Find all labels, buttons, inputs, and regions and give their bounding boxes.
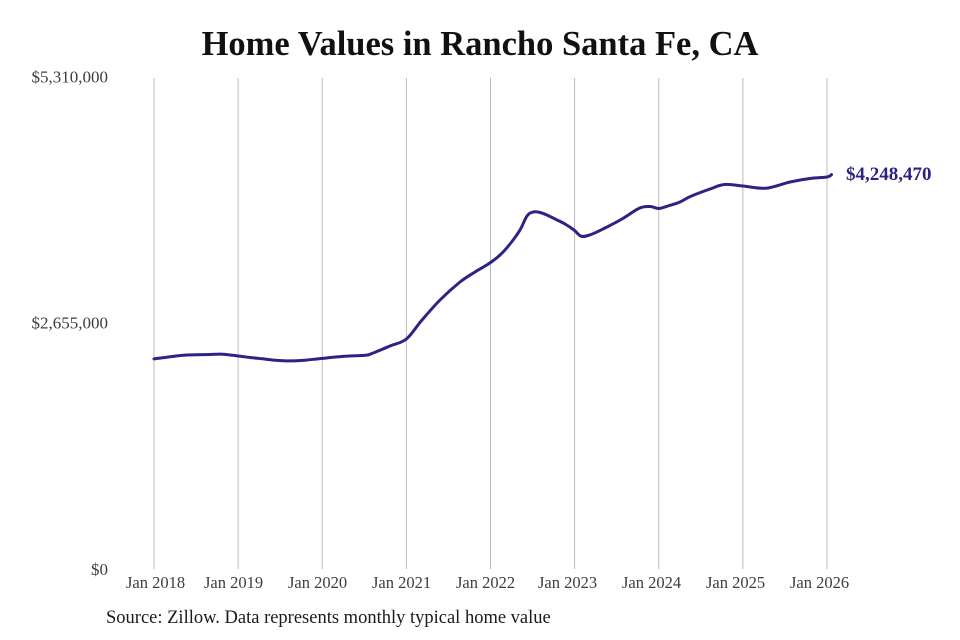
svg-text:Jan 2019: Jan 2019	[204, 573, 263, 592]
svg-text:$0: $0	[91, 560, 108, 579]
svg-text:$2,655,000: $2,655,000	[32, 314, 109, 333]
svg-text:Jan 2021: Jan 2021	[372, 573, 431, 592]
svg-text:Jan 2018: Jan 2018	[126, 573, 185, 592]
svg-text:Jan 2025: Jan 2025	[706, 573, 765, 592]
svg-text:$5,310,000: $5,310,000	[32, 68, 109, 87]
svg-text:Jan 2022: Jan 2022	[456, 573, 515, 592]
svg-text:Jan 2020: Jan 2020	[288, 573, 347, 592]
svg-text:Jan 2026: Jan 2026	[790, 573, 849, 592]
svg-text:Jan 2023: Jan 2023	[538, 573, 597, 592]
svg-text:$4,248,470: $4,248,470	[846, 164, 932, 185]
svg-text:Jan 2024: Jan 2024	[622, 573, 681, 592]
